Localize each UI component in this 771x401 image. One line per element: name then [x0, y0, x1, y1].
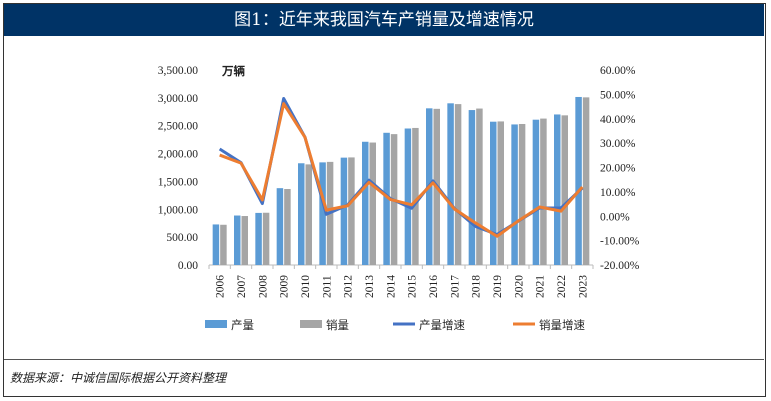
x-axis-tick-label: 2023: [577, 275, 589, 298]
x-axis-tick-label: 2006: [215, 275, 227, 298]
legend-label: 产量增速: [419, 318, 465, 332]
x-axis-tick-label: 2016: [428, 275, 440, 298]
legend-label: 销量: [326, 318, 349, 332]
bar-production: [255, 212, 262, 265]
left-axis-tick-label: 1,500.00: [158, 176, 199, 188]
bar-production: [319, 162, 326, 265]
x-axis-tick-label: 2020: [513, 275, 525, 298]
bar-sales: [476, 108, 483, 265]
right-axis-tick-label: 10.00%: [600, 187, 636, 199]
bar-production: [404, 128, 412, 265]
bar-sales: [369, 142, 376, 265]
unit-label: 万辆: [221, 64, 245, 78]
right-axis-tick-label: 60.00%: [600, 65, 636, 77]
bar-sales: [518, 123, 526, 265]
line-sales-growth: [219, 102, 584, 238]
x-axis-tick-label: 2018: [471, 275, 483, 298]
left-axis-tick-label: 0.00: [178, 260, 198, 272]
left-axis-tick-label: 2,000.00: [158, 149, 199, 161]
bar-sales: [497, 121, 504, 265]
left-axis-tick-label: 500.00: [166, 232, 198, 244]
bar-sales: [220, 224, 227, 265]
bar-production: [532, 119, 540, 265]
x-axis-tick-label: 2010: [300, 275, 312, 298]
legend-label: 销量增速: [539, 318, 585, 332]
figure-title: 图1：近年来我国汽车产销量及增速情况: [4, 4, 764, 36]
legend-swatch: [300, 320, 322, 328]
legend-swatch: [205, 320, 227, 328]
source-note: 数据来源：中诚信国际根据公开资料整理: [10, 371, 227, 385]
x-axis-tick-label: 2019: [492, 275, 504, 298]
x-axis-tick-label: 2011: [321, 275, 333, 298]
bar-production: [575, 96, 582, 265]
bar-sales: [412, 127, 419, 265]
x-axis-tick-label: 2013: [364, 275, 376, 298]
x-axis-tick-label: 2021: [535, 275, 547, 298]
bar-production: [340, 157, 348, 265]
x-axis-tick-label: 2009: [279, 275, 291, 298]
x-axis-tick-label: 2007: [236, 275, 248, 298]
bar-sales: [262, 212, 270, 265]
left-axis-tick-label: 3,500.00: [158, 65, 199, 77]
bar-production: [234, 215, 241, 265]
figure-frame: [3, 3, 766, 397]
x-axis-tick-label: 2015: [407, 275, 419, 298]
bar-sales: [284, 189, 291, 265]
bar-sales: [561, 115, 568, 265]
bar-production: [212, 224, 220, 265]
x-axis-tick-label: 2012: [343, 275, 355, 298]
legend-label: 产量: [231, 318, 254, 332]
left-axis-tick-label: 1,000.00: [158, 204, 199, 216]
bar-sales: [540, 118, 547, 265]
right-axis-tick-label: -20.00%: [600, 260, 640, 272]
bar-sales: [241, 216, 248, 265]
bar-production: [276, 188, 284, 265]
x-axis-tick-label: 2014: [385, 275, 397, 298]
bar-production: [468, 110, 476, 266]
bar-production: [490, 121, 497, 266]
bar-sales: [305, 164, 312, 265]
x-axis-tick-label: 2008: [257, 275, 269, 298]
right-axis-tick-label: 50.00%: [600, 89, 636, 101]
bar-production: [383, 132, 390, 265]
bar-production: [511, 124, 518, 265]
bar-production: [554, 114, 561, 266]
bar-sales: [348, 157, 355, 265]
divider: [4, 359, 764, 360]
left-axis-tick-label: 3,000.00: [158, 93, 199, 105]
right-axis-tick-label: 30.00%: [600, 138, 636, 150]
x-axis-tick-label: 2022: [556, 275, 568, 298]
right-axis-tick-label: 0.00%: [600, 211, 630, 223]
bar-sales: [582, 97, 590, 265]
bar-production: [447, 103, 454, 266]
right-axis-tick-label: -10.00%: [600, 236, 640, 248]
right-axis-tick-label: 20.00%: [600, 163, 636, 175]
bar-production: [362, 141, 369, 265]
right-axis-tick-label: 40.00%: [600, 114, 636, 126]
bar-sales: [454, 104, 462, 266]
left-axis-tick-label: 2,500.00: [158, 121, 199, 133]
bar-production: [298, 163, 305, 265]
x-axis-tick-label: 2017: [449, 275, 461, 298]
